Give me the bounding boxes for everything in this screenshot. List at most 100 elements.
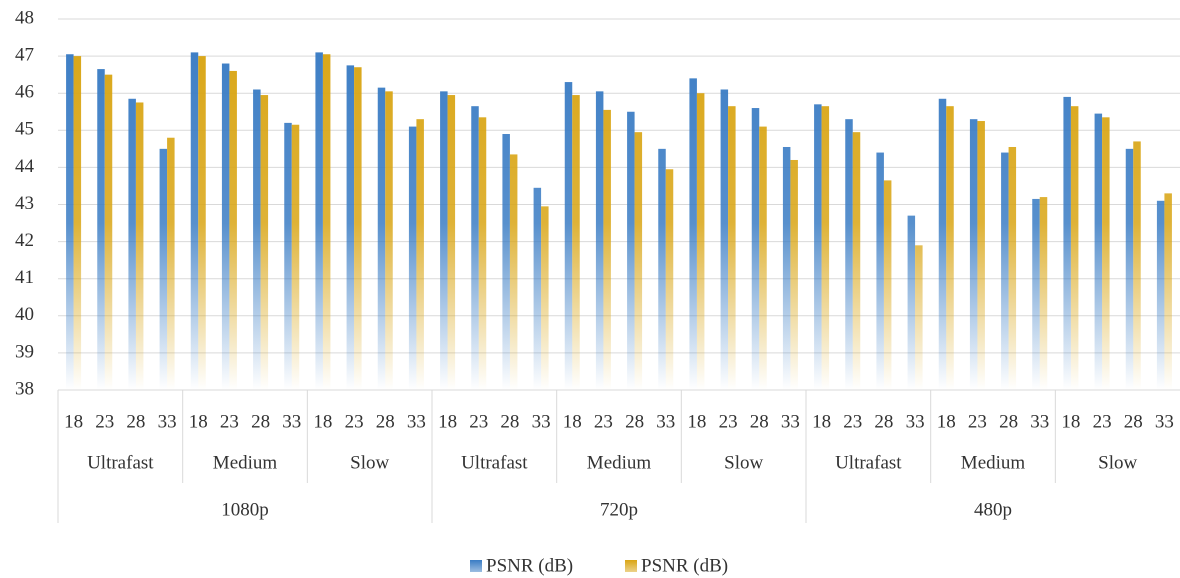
- bar: [97, 69, 105, 391]
- bar: [135, 102, 144, 390]
- x-tick-label: 23: [1093, 411, 1112, 432]
- x-tick-label: 18: [438, 411, 457, 432]
- bar: [1125, 148, 1134, 390]
- x-tick-label: 28: [500, 411, 519, 432]
- bar: [198, 56, 206, 390]
- x-tick-label: 28: [874, 411, 893, 432]
- x-tick-label: 18: [313, 411, 332, 432]
- y-tick-label: 43: [15, 193, 34, 214]
- x-tick-label: 23: [220, 411, 239, 432]
- y-tick-label: 41: [15, 267, 34, 288]
- bar: [603, 109, 611, 391]
- bar: [720, 89, 729, 391]
- bar: [627, 111, 635, 390]
- bar: [759, 126, 767, 390]
- bar: [533, 187, 542, 390]
- subgroup-label: Medium: [587, 452, 652, 473]
- bar: [377, 87, 386, 390]
- x-tick-label: 28: [251, 411, 270, 432]
- x-tick-label: 28: [625, 411, 644, 432]
- bar: [104, 74, 113, 391]
- legend-label: PSNR (dB): [486, 555, 573, 576]
- bar: [946, 106, 954, 390]
- subgroup-label: Slow: [1098, 452, 1137, 473]
- y-tick-label: 47: [15, 44, 34, 65]
- bar: [447, 95, 456, 391]
- x-tick-label: 33: [656, 411, 675, 432]
- bar: [260, 95, 269, 391]
- subgroup-label: Slow: [724, 452, 763, 473]
- bar: [852, 132, 861, 390]
- x-tick-label: 18: [1061, 411, 1080, 432]
- bar: [689, 78, 697, 391]
- subgroup-label: Medium: [213, 452, 278, 473]
- bar: [938, 98, 947, 390]
- bar: [1001, 152, 1009, 390]
- y-tick-label: 44: [15, 156, 35, 177]
- bar: [696, 93, 705, 390]
- x-tick-label: 33: [158, 411, 177, 432]
- subgroup-label: Ultrafast: [835, 452, 902, 473]
- bar: [564, 82, 573, 390]
- bar: [1063, 96, 1071, 390]
- bar: [541, 206, 549, 390]
- bar: [728, 106, 736, 390]
- x-tick-label: 23: [469, 411, 488, 432]
- y-tick-label: 46: [15, 82, 34, 103]
- x-tick-label: 33: [1155, 411, 1174, 432]
- bar: [969, 119, 978, 391]
- y-tick-label: 39: [15, 341, 34, 362]
- x-tick-label: 23: [843, 411, 862, 432]
- bar: [416, 119, 424, 391]
- x-tick-label: 23: [345, 411, 364, 432]
- bar: [291, 124, 300, 391]
- bar: [977, 121, 985, 391]
- x-tick-label: 33: [906, 411, 925, 432]
- x-tick-label: 23: [594, 411, 613, 432]
- x-tick-label: 33: [407, 411, 426, 432]
- y-tick-label: 38: [15, 378, 34, 399]
- x-tick-label: 28: [126, 411, 145, 432]
- x-tick-label: 18: [64, 411, 83, 432]
- bar: [167, 137, 175, 390]
- bar: [1070, 106, 1079, 390]
- bar: [509, 154, 518, 390]
- bar: [845, 119, 853, 391]
- bar: [128, 98, 136, 390]
- x-tick-label: 18: [563, 411, 582, 432]
- bar: [883, 180, 892, 390]
- y-tick-label: 48: [15, 7, 34, 28]
- legend-label: PSNR (dB): [641, 555, 728, 576]
- bar: [385, 91, 393, 390]
- x-tick-label: 23: [719, 411, 738, 432]
- bar: [440, 91, 448, 390]
- subgroup-label: Ultrafast: [87, 452, 154, 473]
- bar: [253, 89, 261, 391]
- legend: PSNR (dB) PSNR (dB): [470, 555, 728, 576]
- x-tick-label: 33: [781, 411, 800, 432]
- bar: [790, 159, 798, 390]
- bar: [284, 122, 292, 390]
- bar: [1032, 198, 1040, 390]
- bar: [1102, 117, 1110, 390]
- bar: [1094, 113, 1103, 390]
- bar: [1156, 200, 1165, 390]
- bar: [634, 132, 643, 390]
- bar: [354, 67, 362, 390]
- bar: [471, 106, 479, 390]
- group-label: 480p: [974, 499, 1012, 520]
- bar: [73, 56, 82, 390]
- x-tick-label: 28: [1124, 411, 1143, 432]
- bar: [502, 134, 510, 390]
- x-tick-label: 33: [532, 411, 551, 432]
- bar: [478, 117, 487, 390]
- legend-swatch: [470, 560, 482, 572]
- x-tick-label: 18: [687, 411, 706, 432]
- bar: [814, 104, 822, 390]
- bar: [595, 91, 604, 390]
- x-tick-label: 23: [968, 411, 987, 432]
- bar: [346, 65, 355, 390]
- x-tick-label: 18: [812, 411, 831, 432]
- bar: [876, 152, 884, 390]
- bar: [221, 63, 230, 391]
